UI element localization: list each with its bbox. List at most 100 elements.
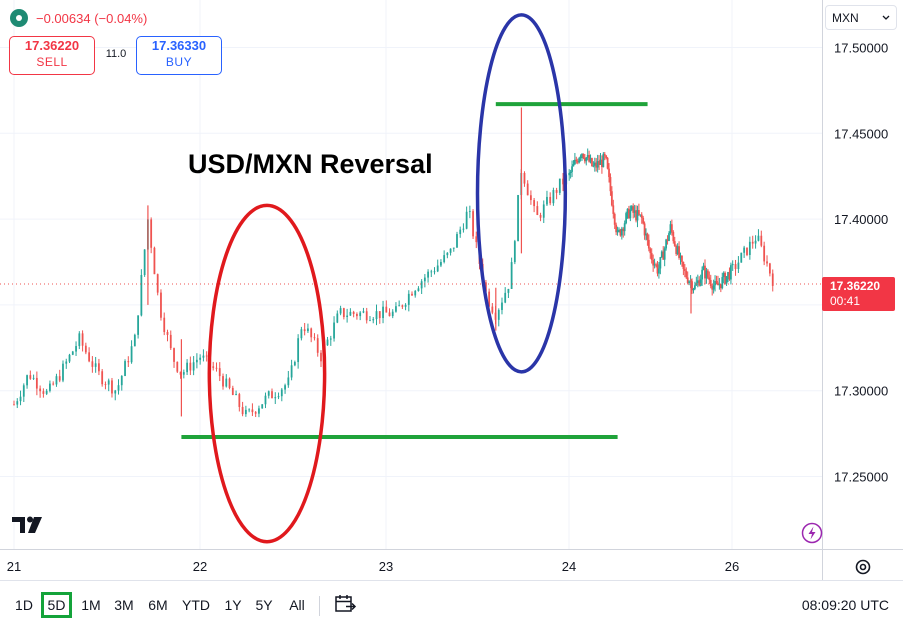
candle-body (326, 339, 329, 346)
candle-body (222, 376, 224, 387)
candle-body (683, 269, 686, 271)
chart-canvas[interactable]: USD/MXN Reversal 17.50000 17.45000 17.4000… (0, 0, 903, 586)
candle-body (517, 195, 519, 242)
candle-body (251, 409, 254, 413)
candle-body (362, 311, 365, 313)
candle-body (582, 153, 585, 159)
candle-body (130, 346, 133, 363)
candle-body (650, 253, 653, 260)
candle-body (620, 228, 623, 236)
gear-icon[interactable] (852, 556, 874, 578)
candle-body (316, 338, 319, 353)
candle-body (685, 270, 688, 278)
candle-body (300, 329, 303, 339)
range-button-all[interactable]: All (289, 597, 305, 613)
x-tick-label: 24 (562, 559, 576, 574)
candle-body (504, 292, 507, 303)
candle-body (724, 272, 727, 284)
candle-body (271, 391, 273, 399)
candle-body (722, 272, 725, 278)
range-button-1y[interactable]: 1Y (224, 597, 242, 613)
candle-body (526, 183, 529, 196)
candle-body (71, 351, 74, 355)
currency-select[interactable]: MXN (825, 5, 897, 30)
candle-body (120, 375, 123, 386)
candle-body (530, 195, 532, 201)
candle-body (401, 305, 404, 307)
candle-body (182, 372, 185, 375)
currency-label: MXN (832, 10, 859, 25)
sell-price: 17.36220 (24, 38, 80, 53)
range-button-5d[interactable]: 5D (41, 592, 72, 618)
range-button-1m[interactable]: 1M (81, 597, 101, 613)
candle-body (659, 257, 662, 269)
candle-body (254, 412, 257, 414)
y-tick-label: 17.45000 (834, 126, 888, 141)
sell-button[interactable]: 17.36220 SELL (9, 36, 95, 75)
candle-body (595, 162, 598, 168)
candle-body (333, 322, 335, 339)
range-button-6m[interactable]: 6M (148, 597, 168, 613)
toolbar-divider (319, 596, 320, 616)
candle-body (176, 361, 179, 372)
candle-body (179, 371, 182, 375)
candle-body (462, 228, 465, 230)
candle-body (616, 230, 619, 233)
candle-body (704, 265, 706, 279)
tradingview-logo-icon[interactable] (12, 515, 48, 535)
candle-body (212, 366, 215, 368)
chart-annotation-title: USD/MXN Reversal (188, 149, 433, 179)
candle-body (649, 248, 652, 254)
buy-button[interactable]: 17.36330 BUY (136, 36, 222, 75)
candle-body (497, 309, 500, 320)
candle-body (411, 293, 413, 296)
candle-body (349, 311, 352, 316)
candle-body (189, 362, 192, 371)
candle-body (117, 385, 120, 391)
candle-body (423, 277, 426, 282)
range-button-1d[interactable]: 1D (15, 597, 33, 613)
candle-body (346, 315, 349, 317)
candle-body (658, 268, 660, 274)
x-tick-label: 21 (7, 559, 21, 574)
candle-body (186, 362, 188, 373)
candle-body (665, 239, 668, 249)
candle-body (740, 252, 743, 263)
bottom-reversal-circle (207, 203, 327, 544)
range-button-ytd[interactable]: YTD (182, 597, 210, 613)
candle-body (552, 190, 555, 204)
candle-body (619, 229, 622, 236)
candle-body (133, 334, 136, 347)
bolt-icon[interactable] (801, 522, 823, 544)
candle-body (436, 265, 439, 272)
candle-body (88, 352, 91, 362)
candle-body (751, 241, 754, 244)
candle-body (143, 249, 146, 275)
candle-body (440, 262, 442, 266)
candle-body (491, 306, 494, 313)
candle-body (378, 311, 381, 319)
candle-body (68, 354, 71, 362)
candle-body (643, 223, 646, 236)
candle-body (104, 384, 107, 386)
calendar-range-icon[interactable] (333, 593, 357, 615)
candle-body (465, 211, 468, 229)
candle-body (702, 265, 705, 270)
candle-body (579, 156, 582, 159)
candle-body (29, 375, 32, 379)
candle-body (160, 292, 162, 318)
candle-body (768, 263, 771, 274)
candle-body (293, 362, 296, 366)
range-button-3m[interactable]: 3M (114, 597, 134, 613)
range-button-5y[interactable]: 5Y (255, 597, 273, 613)
x-tick-label: 26 (725, 559, 739, 574)
y-tick-label: 17.30000 (834, 384, 888, 399)
candle-body (235, 394, 237, 396)
candle-body (16, 401, 19, 405)
candle-body (605, 155, 608, 158)
candle-body (414, 290, 417, 296)
candle-body (576, 161, 579, 163)
candle-body (708, 277, 711, 280)
candle-body (578, 158, 581, 163)
